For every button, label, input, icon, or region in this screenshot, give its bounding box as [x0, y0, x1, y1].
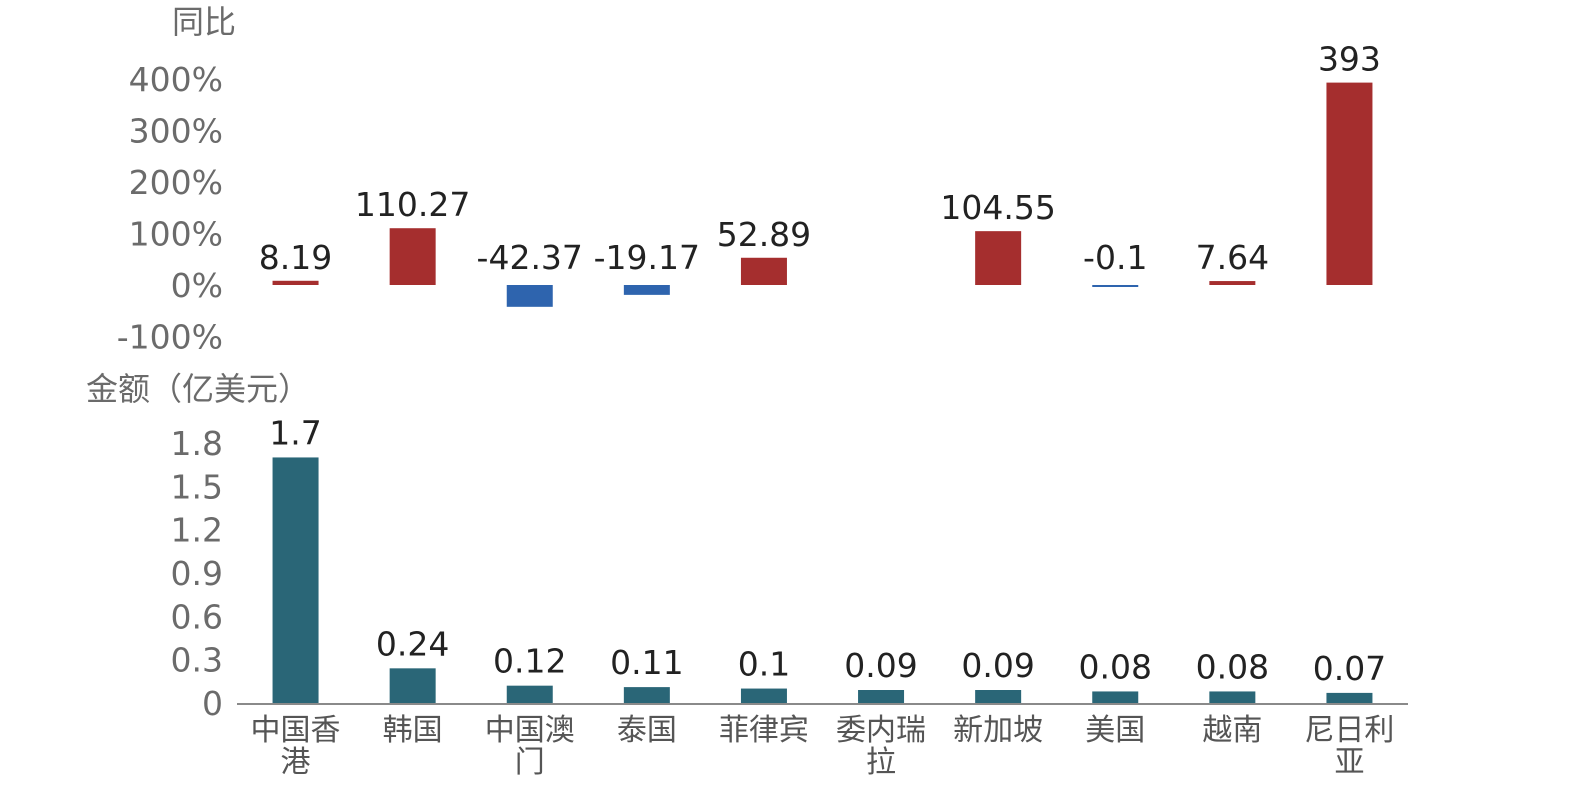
category-label-line: 门: [515, 745, 545, 780]
amount-bar: [1092, 691, 1139, 703]
amount-chart: 金额（亿美元） 1.8 1.5 1.2 0.9 0.6 0.3 0 1.7 0.24 0.12 0…: [86, 370, 1408, 780]
category-label: 委内瑞拉: [836, 713, 926, 780]
category-label-line: 菲律宾: [719, 713, 809, 748]
amount-bar: [1209, 691, 1256, 703]
yoy-data-label: -42.37: [477, 238, 583, 277]
amount-bar: [272, 457, 319, 703]
amount-bar: [389, 668, 436, 703]
yoy-data-label: 104.55: [940, 188, 1055, 227]
category-label-line: 新加坡: [953, 713, 1043, 748]
yoy-data-label: 8.19: [259, 238, 332, 277]
yoy-data-label: 393: [1318, 40, 1381, 79]
yoy-chart: 同比 400% 300% 200% 100% 0% -100% 8.19 110.27-42…: [117, 3, 1381, 357]
yoy-data-label: 7.64: [1196, 238, 1269, 277]
category-label-line: 越南: [1202, 713, 1262, 748]
category-label-line: 亚: [1334, 745, 1364, 780]
amount-bar: [1326, 692, 1373, 703]
yoy-axis-title: 同比: [172, 3, 236, 41]
amount-y-tick: 1.8: [171, 424, 223, 463]
amount-y-tick: 0.9: [171, 554, 223, 593]
amount-bars: [272, 457, 1373, 703]
amount-data-label: 0.09: [961, 646, 1034, 685]
yoy-bar: [740, 257, 787, 285]
category-label: 越南: [1202, 713, 1262, 748]
amount-y-ticks: 1.8 1.5 1.2 0.9 0.6 0.3 0: [171, 424, 223, 723]
yoy-y-tick: 0%: [171, 266, 223, 305]
yoy-bar: [389, 228, 436, 285]
yoy-y-tick: -100%: [117, 318, 223, 357]
category-label: 美国: [1085, 713, 1145, 748]
category-label-line: 中国香: [251, 713, 341, 748]
category-label-line: 委内瑞: [836, 713, 926, 748]
amount-y-tick: 1.2: [171, 511, 223, 550]
yoy-y-tick: 400%: [129, 60, 223, 99]
yoy-bar: [506, 285, 553, 307]
category-label-line: 美国: [1085, 713, 1145, 748]
amount-data-label: 0.24: [376, 624, 449, 663]
amount-data-label: 0.09: [844, 646, 917, 685]
yoy-data-label: -19.17: [594, 238, 700, 277]
yoy-y-tick: 200%: [129, 163, 223, 202]
amount-y-tick: 0: [202, 684, 223, 723]
category-label: 中国香港: [251, 713, 341, 780]
category-label-line: 拉: [866, 745, 896, 780]
yoy-bar: [975, 231, 1022, 285]
category-label: 尼日利亚: [1304, 713, 1394, 780]
amount-data-label: 0.08: [1079, 647, 1152, 686]
category-label: 韩国: [383, 713, 443, 748]
category-label: 泰国: [617, 713, 677, 748]
yoy-bar: [272, 280, 319, 285]
amount-data-label: 1.7: [269, 413, 321, 452]
category-label-line: 韩国: [383, 713, 443, 748]
amount-data-label: 0.08: [1196, 647, 1269, 686]
yoy-data-label: 52.89: [717, 215, 811, 254]
yoy-y-tick: 300%: [129, 112, 223, 151]
amount-bar: [506, 685, 553, 703]
category-label-line: 泰国: [617, 713, 677, 748]
amount-y-tick: 0.3: [171, 641, 223, 680]
category-label-line: 中国澳: [485, 713, 575, 748]
amount-data-label: 0.11: [610, 643, 683, 682]
amount-data-labels: 1.7 0.24 0.12 0.11 0.1 0.09 0.09 0.08 0.08 0.07: [269, 413, 1386, 687]
category-label: 中国澳门: [485, 713, 575, 780]
amount-bar: [623, 687, 670, 703]
yoy-bar: [623, 285, 670, 295]
amount-bar: [740, 688, 787, 703]
yoy-data-labels: 8.19 110.27-42.37 -19.17 52.89 104.55 -0.1 7.6…: [259, 40, 1381, 277]
amount-axis-title: 金额（亿美元）: [86, 370, 310, 408]
yoy-y-ticks: 400% 300% 200% 100% 0% -100%: [117, 60, 223, 357]
amount-data-label: 0.1: [738, 645, 790, 684]
amount-bar: [975, 690, 1022, 703]
amount-y-tick: 0.6: [171, 597, 223, 636]
yoy-bar: [1092, 285, 1139, 287]
category-label-line: 港: [281, 745, 311, 780]
amount-data-label: 0.12: [493, 642, 566, 681]
amount-data-label: 0.07: [1313, 649, 1386, 688]
yoy-y-tick: 100%: [129, 215, 223, 254]
category-label: 菲律宾: [719, 713, 809, 748]
yoy-bars: [272, 82, 1373, 307]
yoy-bar: [1209, 281, 1256, 285]
yoy-data-label: -0.1: [1083, 238, 1147, 277]
category-label-line: 尼日利: [1304, 713, 1394, 748]
yoy-bar: [1326, 82, 1373, 285]
yoy-data-label: 110.27: [355, 185, 470, 224]
category-label: 新加坡: [953, 713, 1043, 748]
amount-y-tick: 1.5: [171, 467, 223, 506]
amount-bar: [858, 690, 905, 703]
